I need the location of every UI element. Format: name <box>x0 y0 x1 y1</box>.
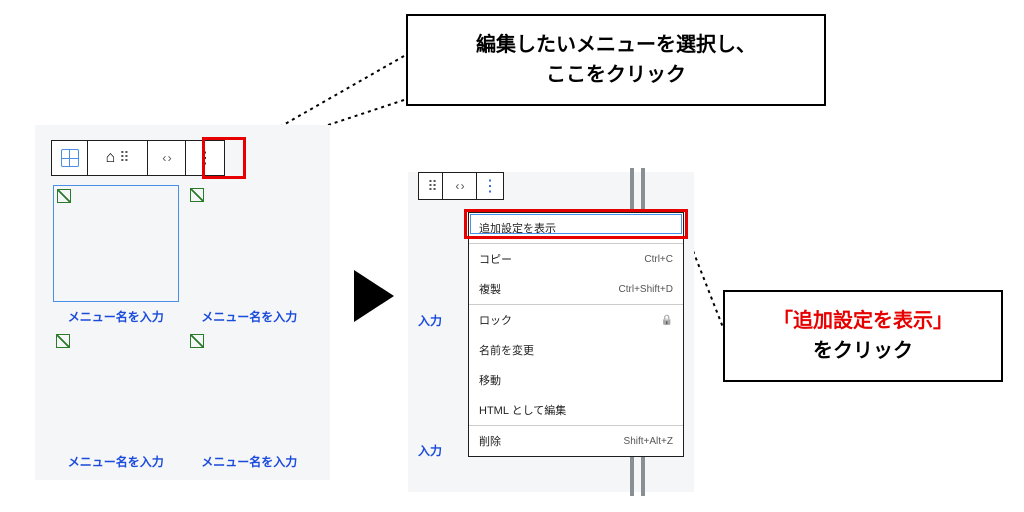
menu-item[interactable]: メニュー名を入力 <box>53 185 179 325</box>
menu-thumb <box>187 185 313 302</box>
menu-label[interactable]: メニュー名を入力 <box>53 453 179 470</box>
ctx-label: 複製 <box>479 281 501 297</box>
ctx-label: HTML として編集 <box>479 402 566 418</box>
ctx-label: 削除 <box>479 433 501 449</box>
ctx-duplicate[interactable]: 複製 Ctrl+Shift+D <box>469 274 683 304</box>
drag-icon <box>423 178 437 195</box>
grid-icon <box>61 149 79 167</box>
ctx-delete[interactable]: 削除 Shift+Alt+Z <box>469 425 683 456</box>
toolbar-block-type[interactable] <box>52 141 88 175</box>
toolbar-small-more[interactable] <box>477 173 503 199</box>
editor-panel-left: メニュー名を入力 メニュー名を入力 メニュー名を入力 メニュー名を入力 <box>35 125 330 480</box>
broken-image-icon <box>190 188 204 202</box>
ctx-label: 移動 <box>479 372 501 388</box>
ctx-shortcut: Ctrl+C <box>644 254 673 265</box>
menu-item[interactable]: メニュー名を入力 <box>187 331 313 471</box>
menu-label-crop: 入力 <box>418 312 442 329</box>
menu-item[interactable]: メニュー名を入力 <box>53 331 179 471</box>
toolbar-move[interactable] <box>88 141 148 175</box>
menu-item[interactable]: メニュー名を入力 <box>187 185 313 325</box>
menu-label-crop: 入力 <box>418 442 442 459</box>
lock-icon <box>661 314 673 326</box>
callout-right-hl: 「追加設定を表示」 <box>773 310 953 332</box>
ctx-rename[interactable]: 名前を変更 <box>469 335 683 365</box>
broken-image-icon <box>57 189 71 203</box>
ctx-move[interactable]: 移動 <box>469 365 683 395</box>
callout-right-line2: をクリック <box>813 340 913 362</box>
arrow-step-icon <box>354 270 394 322</box>
chevron-icon <box>455 179 463 193</box>
toolbar-chevrons[interactable] <box>148 141 186 175</box>
callout-select-menu: 編集したいメニューを選択し、 ここをクリック <box>406 14 826 106</box>
menu-label[interactable]: メニュー名を入力 <box>187 453 313 470</box>
ctx-label: コピー <box>479 251 512 267</box>
broken-image-icon <box>190 334 204 348</box>
ctx-copy[interactable]: コピー Ctrl+C <box>469 243 683 274</box>
highlight-more-button <box>202 137 246 179</box>
menu-thumb <box>187 331 313 448</box>
callout-show-more-settings: 「追加設定を表示」 をクリック <box>723 290 1003 382</box>
more-icon <box>482 176 498 196</box>
chevron-icon <box>162 149 170 167</box>
menu-thumb <box>53 185 179 302</box>
ctx-edit-html[interactable]: HTML として編集 <box>469 395 683 425</box>
drag-icon <box>115 149 129 167</box>
ctx-label: 名前を変更 <box>479 342 534 358</box>
menu-thumb <box>53 331 179 448</box>
ctx-shortcut: Shift+Alt+Z <box>624 436 673 447</box>
block-toolbar <box>51 140 225 176</box>
block-context-menu: 追加設定を表示 コピーCtrl+C 複製Ctrl+Shift+D ロック 名前を… <box>468 212 684 457</box>
toolbar-small-chev[interactable] <box>443 173 477 199</box>
ctx-shortcut: Ctrl+Shift+D <box>619 284 673 295</box>
highlight-show-more-settings <box>464 209 688 239</box>
callout-top-line1: 編集したいメニューを選択し、 <box>476 34 756 56</box>
ctx-lock[interactable]: ロック <box>469 304 683 335</box>
menu-label[interactable]: メニュー名を入力 <box>187 308 313 325</box>
ctx-label: ロック <box>479 312 512 328</box>
block-toolbar-small <box>418 172 504 200</box>
menu-label[interactable]: メニュー名を入力 <box>53 308 179 325</box>
callout-top-line2: ここをクリック <box>546 64 686 86</box>
toolbar-small-drag[interactable] <box>419 173 443 199</box>
home-icon <box>106 149 116 167</box>
broken-image-icon <box>56 334 70 348</box>
menu-items-grid: メニュー名を入力 メニュー名を入力 メニュー名を入力 メニュー名を入力 <box>53 185 312 470</box>
editor-panel-right: 入力 入力 追加設定を表示 コピーCtrl+C 複製Ctrl+Shift+D ロ… <box>408 172 694 492</box>
